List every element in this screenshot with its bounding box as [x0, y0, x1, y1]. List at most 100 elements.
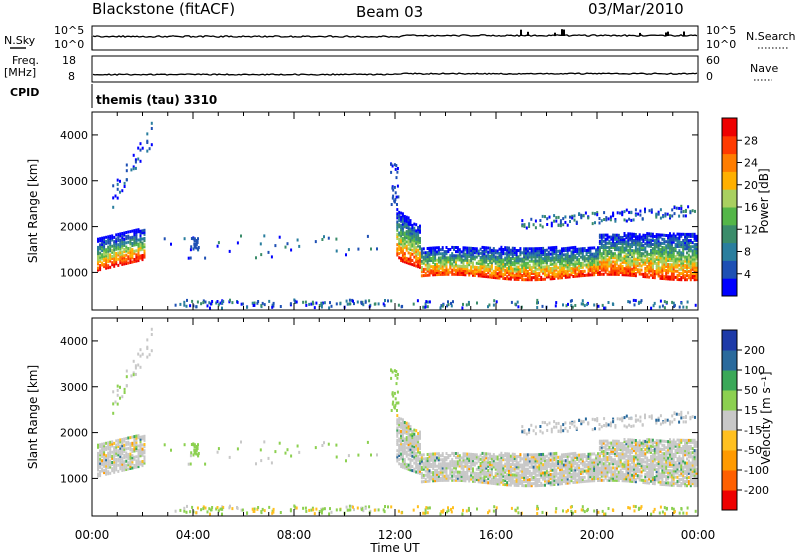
- velocity-cell: [542, 477, 545, 481]
- power-cell: [532, 253, 535, 257]
- velocity-cell: [113, 464, 116, 468]
- velocity-cell: [545, 467, 548, 471]
- velocity-cell: [526, 471, 529, 475]
- velocity-cell: [114, 400, 117, 404]
- power-cell: [426, 265, 429, 269]
- velocity-cell: [286, 448, 289, 452]
- velocity-cell: [141, 443, 144, 447]
- power-cell: [150, 127, 153, 130]
- velocity-cell: [193, 448, 196, 452]
- velocity-cell: [127, 446, 130, 450]
- power-cell: [523, 257, 526, 261]
- velocity-cell: [119, 440, 122, 444]
- power-cell: [403, 237, 406, 241]
- power-cell: [669, 254, 671, 258]
- velocity-cell: [117, 438, 120, 442]
- power-cell: [682, 210, 685, 213]
- power-cell: [684, 214, 687, 218]
- power-cell: [426, 261, 429, 265]
- power-cell: [631, 242, 634, 246]
- velocity-cell: [428, 473, 431, 477]
- power-cell: [506, 271, 509, 275]
- velocity-cell: [137, 436, 140, 440]
- velocity-cell: [517, 455, 520, 459]
- power-cell: [686, 259, 688, 263]
- power-cell: [119, 248, 122, 252]
- power-cell: [678, 274, 681, 277]
- power-cell: [123, 248, 126, 251]
- power-cell: [536, 301, 538, 305]
- power-cell: [555, 266, 558, 270]
- velocity-cell: [417, 471, 420, 475]
- velocity-cell: [445, 476, 448, 480]
- velocity-cell: [473, 455, 476, 459]
- velocity-cell: [352, 505, 354, 509]
- velocity-cell: [105, 466, 108, 470]
- power-cell: [508, 250, 510, 254]
- velocity-cell: [490, 467, 493, 471]
- velocity-cell: [115, 449, 118, 453]
- power-cell: [263, 303, 266, 307]
- power-cell: [550, 224, 553, 228]
- power-cell: [644, 273, 647, 277]
- power-cell: [553, 272, 556, 276]
- velocity-cell: [481, 470, 484, 474]
- power-cell: [676, 240, 679, 244]
- power-cell: [519, 257, 522, 261]
- power-cell: [682, 305, 685, 309]
- velocity-cell: [468, 454, 471, 458]
- velocity-cell: [202, 505, 205, 509]
- velocity-cell: [483, 456, 486, 460]
- power-cell: [460, 256, 463, 260]
- power-cell: [691, 259, 694, 263]
- power-cell: [633, 234, 635, 238]
- power-cell: [676, 236, 679, 240]
- power-cell: [606, 260, 609, 264]
- power-cell: [689, 211, 692, 215]
- power-cell: [576, 268, 579, 272]
- velocity-cell: [627, 506, 630, 510]
- power-cell: [557, 276, 560, 280]
- power-cell: [523, 263, 526, 267]
- power-cell: [693, 257, 696, 261]
- velocity-cell: [565, 510, 568, 514]
- velocity-cell: [101, 444, 104, 448]
- velocity-cell: [555, 480, 558, 484]
- velocity-cell: [417, 462, 420, 466]
- power-cell: [111, 263, 114, 267]
- velocity-cell: [411, 465, 414, 468]
- power-cell: [617, 273, 620, 276]
- power-cell: [587, 263, 590, 267]
- velocity-cell: [441, 460, 444, 464]
- power-cell: [614, 266, 616, 270]
- power-cell: [544, 250, 546, 254]
- power-cell: [642, 235, 645, 239]
- velocity-cell: [400, 452, 403, 456]
- power-cell: [519, 269, 522, 273]
- velocity-cell: [536, 507, 538, 511]
- power-cell: [425, 300, 428, 304]
- velocity-cell: [475, 455, 478, 459]
- power-cell: [598, 266, 601, 270]
- power-cell: [462, 271, 465, 275]
- power-cell: [633, 257, 635, 261]
- power-cell: [115, 262, 118, 266]
- velocity-cell: [403, 460, 406, 464]
- velocity-cell: [415, 454, 418, 457]
- velocity-cell: [398, 416, 401, 420]
- velocity-cell: [528, 459, 531, 463]
- velocity-cell: [547, 464, 550, 468]
- power-cell: [139, 242, 142, 246]
- power-cell: [638, 272, 641, 276]
- power-cell: [422, 259, 425, 263]
- velocity-cell: [490, 463, 493, 467]
- velocity-cell: [453, 462, 456, 466]
- velocity-cell: [562, 465, 565, 469]
- velocity-cell: [487, 481, 490, 485]
- power-cell: [190, 245, 193, 249]
- velocity-cell: [131, 466, 134, 470]
- power-cell: [405, 221, 408, 225]
- velocity-cell: [190, 451, 193, 455]
- power-cell: [648, 209, 651, 213]
- power-cell: [614, 270, 616, 274]
